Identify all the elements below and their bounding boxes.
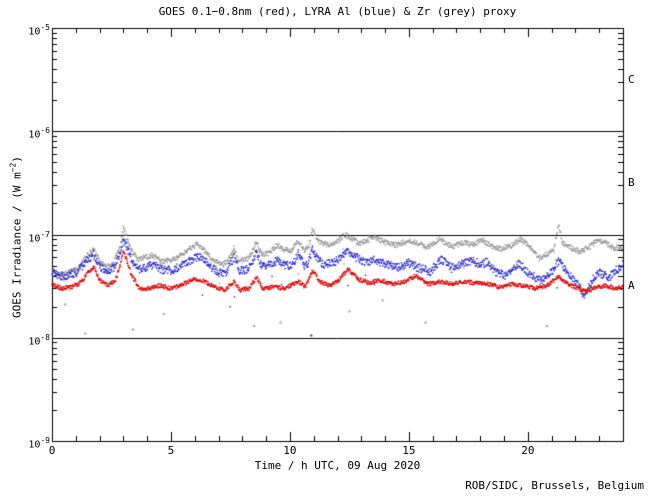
chart-title: GOES 0.1−0.8nm (red), LYRA Al (blue) & Z…: [158, 5, 517, 18]
y-tick-label: 10-8: [28, 332, 50, 348]
flare-class-label-a: A: [628, 279, 635, 293]
x-tick-label: 0: [48, 444, 56, 457]
x-axis-title: Time / h UTC, 09 Aug 2020: [254, 459, 421, 472]
y-tick-label: 10-7: [28, 229, 50, 244]
x-tick-label: 10: [283, 444, 297, 457]
credit-text: ROB/SIDC, Brussels, Belgium: [465, 479, 644, 492]
y-axis-title-text: GOES Irradiance / (W m: [10, 172, 24, 318]
x-tick-label: 5: [167, 444, 175, 457]
y-tick-label: 10-5: [28, 23, 50, 38]
y-axis-title-close: ): [10, 156, 24, 163]
y-tick-label: 10-6: [28, 126, 50, 141]
flare-class-label-c: C: [628, 72, 635, 86]
x-tick-label: 20: [521, 444, 535, 457]
x-tick-label: 15: [402, 444, 416, 457]
y-tick-label: 10-9: [28, 436, 50, 451]
y-axis-title-exponent: −2: [8, 162, 18, 173]
flare-class-label-b: B: [628, 175, 635, 189]
